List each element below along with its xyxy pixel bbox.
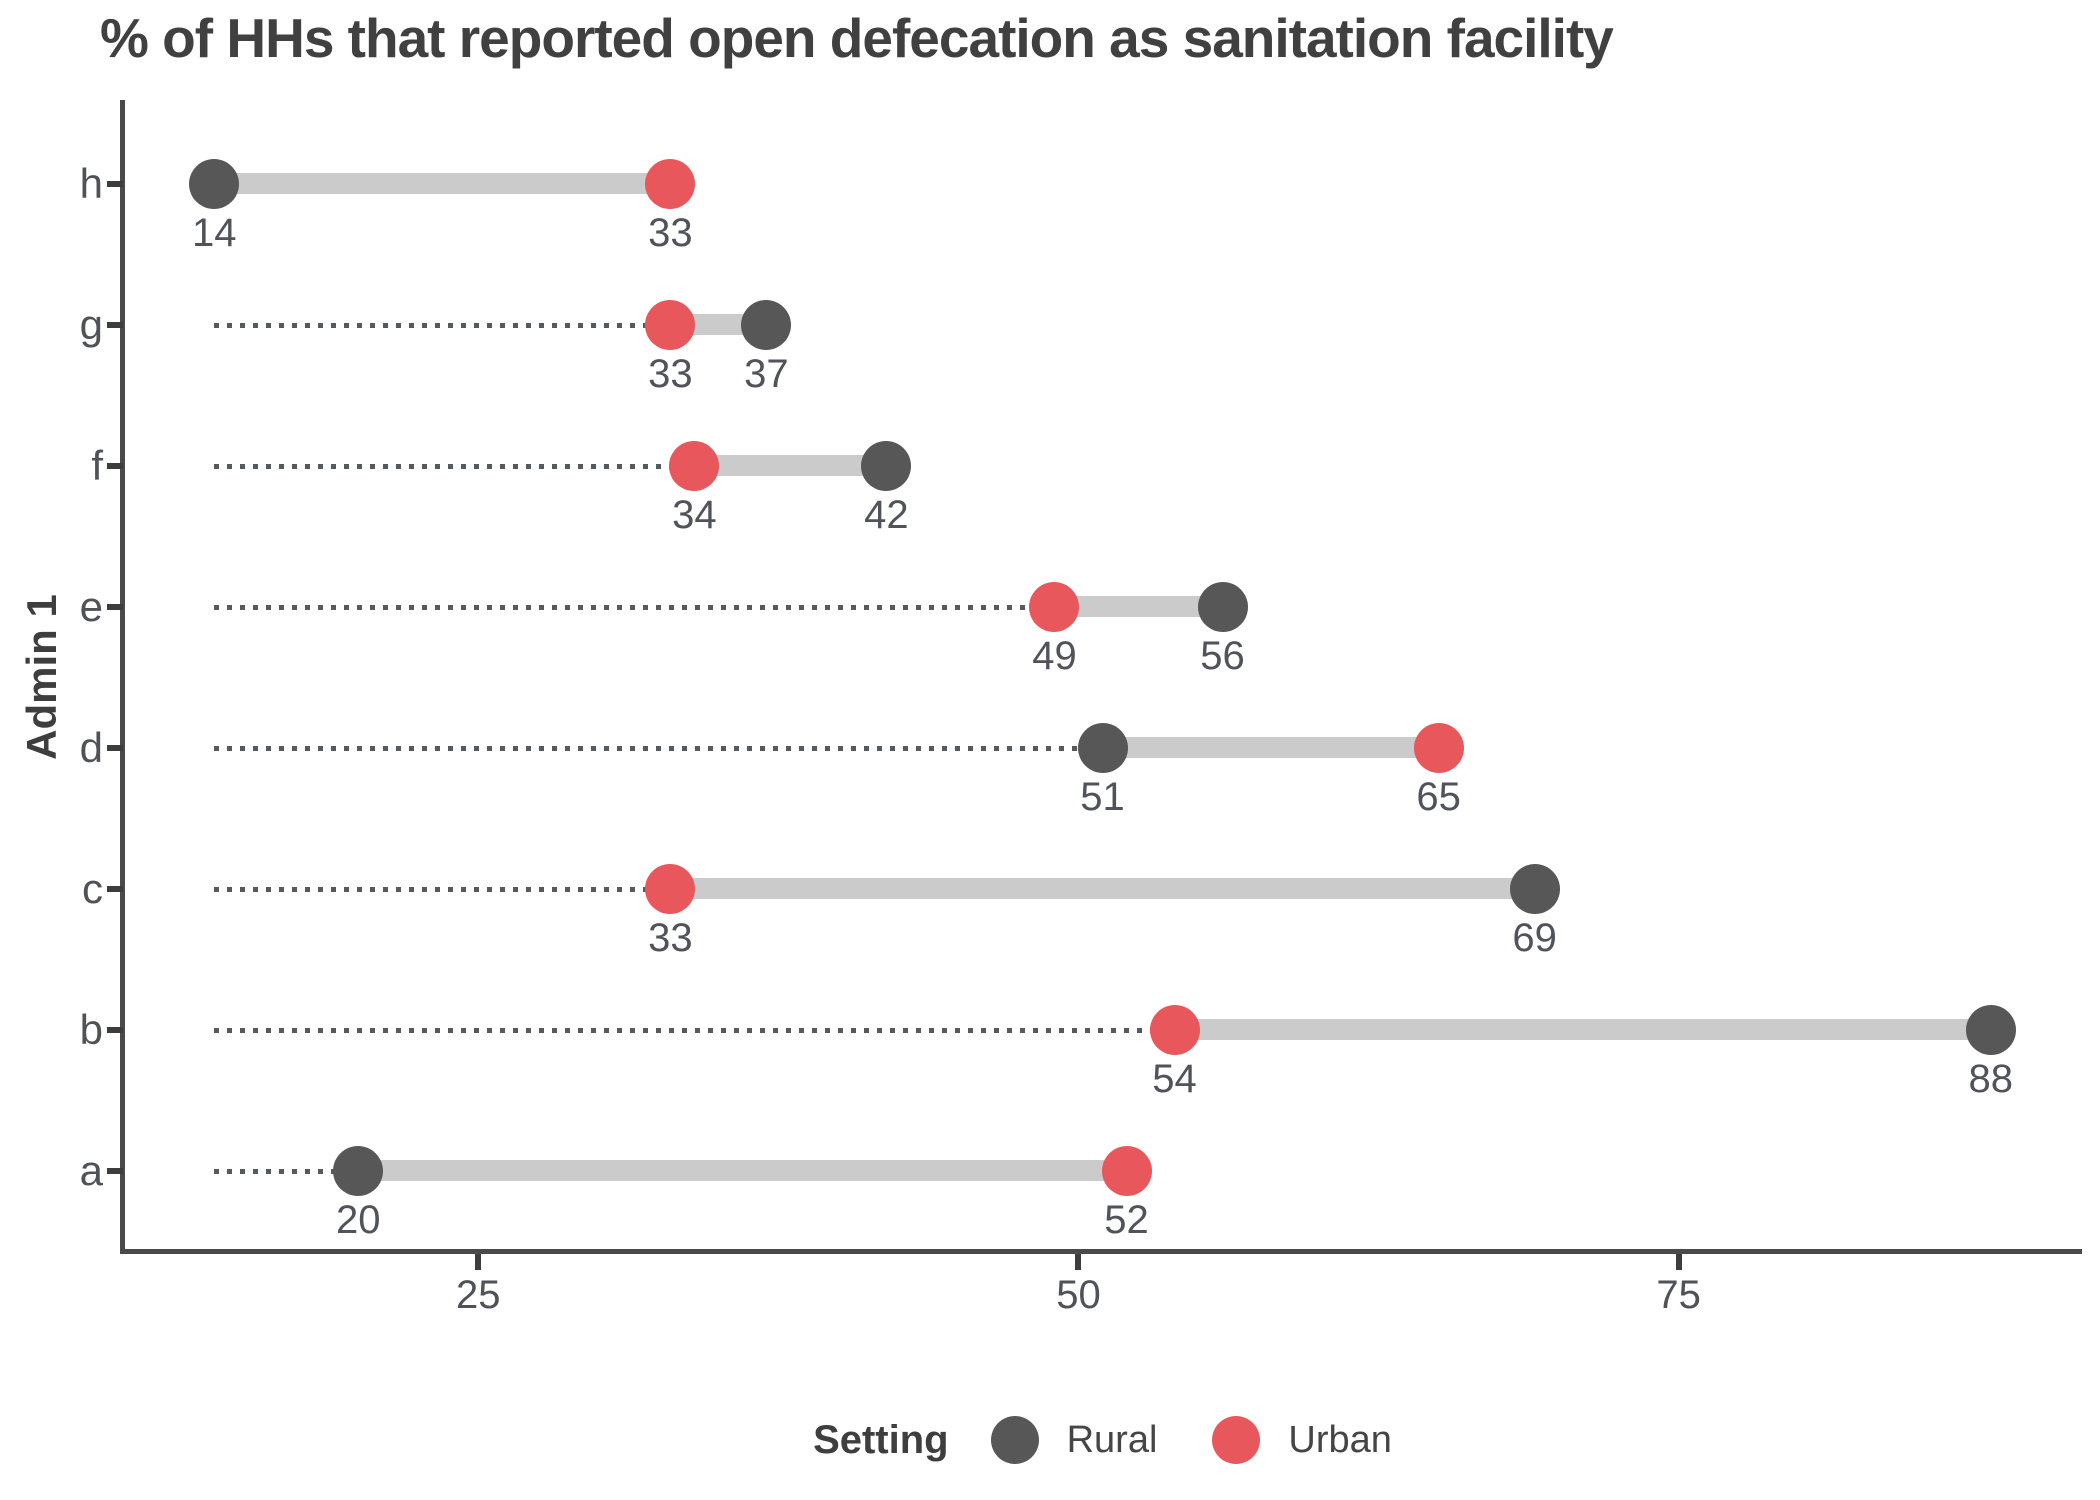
urban-swatch-icon bbox=[1212, 1416, 1261, 1464]
connector-bar bbox=[694, 455, 887, 476]
category-label: d bbox=[79, 724, 103, 771]
leader-line bbox=[214, 464, 695, 469]
category-label: g bbox=[79, 301, 103, 348]
value-label-rural: 42 bbox=[864, 493, 909, 537]
x-tick-label: 50 bbox=[1056, 1273, 1101, 1317]
dot-urban bbox=[645, 864, 696, 914]
legend-label-rural: Rural bbox=[1066, 1418, 1158, 1461]
value-label-urban: 33 bbox=[648, 916, 693, 960]
value-label-rural: 37 bbox=[744, 352, 789, 396]
connector-bar bbox=[1054, 596, 1223, 617]
value-label-urban: 52 bbox=[1104, 1198, 1149, 1242]
dot-urban bbox=[1029, 582, 1080, 632]
category-label: f bbox=[91, 442, 103, 489]
dot-rural bbox=[333, 1146, 384, 1196]
connector-bar bbox=[670, 878, 1535, 899]
legend-title: Setting bbox=[813, 1417, 949, 1462]
value-label-urban: 49 bbox=[1032, 634, 1077, 678]
leader-line bbox=[214, 1169, 359, 1174]
y-axis-line bbox=[120, 100, 125, 1254]
legend-entry-rural: Rural bbox=[990, 1416, 1158, 1464]
dot-rural bbox=[1077, 723, 1128, 773]
y-tick-mark bbox=[107, 1027, 123, 1033]
value-label-urban: 33 bbox=[648, 352, 693, 396]
leader-line bbox=[214, 746, 1103, 751]
dot-rural bbox=[1965, 1005, 2016, 1055]
x-tick-mark bbox=[475, 1254, 482, 1270]
y-tick-mark bbox=[107, 322, 123, 328]
value-label-rural: 88 bbox=[1968, 1057, 2014, 1101]
y-tick-mark bbox=[107, 1168, 123, 1174]
value-label-urban: 33 bbox=[648, 211, 693, 255]
rural-swatch-icon bbox=[990, 1416, 1039, 1464]
y-tick-mark bbox=[107, 886, 123, 892]
value-label-rural: 69 bbox=[1512, 916, 1557, 960]
value-label-urban: 54 bbox=[1152, 1057, 1197, 1101]
y-tick-mark bbox=[107, 745, 123, 751]
category-label: a bbox=[79, 1147, 103, 1194]
dot-urban bbox=[1149, 1005, 1200, 1055]
leader-line bbox=[214, 605, 1055, 610]
connector-bar bbox=[358, 1160, 1127, 1181]
connector-bar bbox=[1174, 1019, 1991, 1040]
legend: Setting Rural Urban bbox=[123, 1400, 2082, 1480]
value-label-urban: 34 bbox=[672, 493, 717, 537]
dot-rural bbox=[189, 159, 240, 209]
value-label-urban: 65 bbox=[1416, 775, 1461, 819]
dot-urban bbox=[1101, 1146, 1152, 1196]
dot-rural bbox=[861, 441, 912, 491]
dot-rural bbox=[741, 300, 792, 350]
dot-urban bbox=[1413, 723, 1464, 773]
category-label: c bbox=[82, 865, 103, 912]
dot-rural bbox=[1197, 582, 1248, 632]
category-label: b bbox=[79, 1006, 103, 1053]
x-axis-line bbox=[120, 1249, 2082, 1254]
x-tick-mark bbox=[1075, 1254, 1082, 1270]
value-label-rural: 14 bbox=[191, 211, 237, 255]
dot-urban bbox=[645, 300, 696, 350]
y-tick-mark bbox=[107, 181, 123, 187]
dot-urban bbox=[669, 441, 720, 491]
value-label-rural: 51 bbox=[1080, 775, 1125, 819]
chart-title: % of HHs that reported open defecation a… bbox=[100, 7, 1614, 69]
x-tick-mark bbox=[1675, 1254, 1682, 1270]
connector-bar bbox=[214, 173, 671, 194]
legend-entry-urban: Urban bbox=[1212, 1416, 1392, 1464]
leader-line bbox=[214, 887, 671, 892]
dot-rural bbox=[1509, 864, 1560, 914]
value-label-rural: 56 bbox=[1200, 634, 1245, 678]
dot-urban bbox=[645, 159, 696, 209]
y-tick-mark bbox=[107, 604, 123, 610]
y-tick-mark bbox=[107, 463, 123, 469]
category-label: e bbox=[79, 583, 103, 630]
x-tick-label: 25 bbox=[456, 1273, 501, 1317]
value-label-rural: 20 bbox=[336, 1198, 381, 1242]
category-label: h bbox=[79, 160, 103, 207]
leader-line bbox=[214, 1028, 1175, 1033]
x-tick-label: 75 bbox=[1656, 1273, 1701, 1317]
legend-label-urban: Urban bbox=[1288, 1418, 1392, 1461]
leader-line bbox=[214, 323, 671, 328]
connector-bar bbox=[1102, 737, 1439, 758]
